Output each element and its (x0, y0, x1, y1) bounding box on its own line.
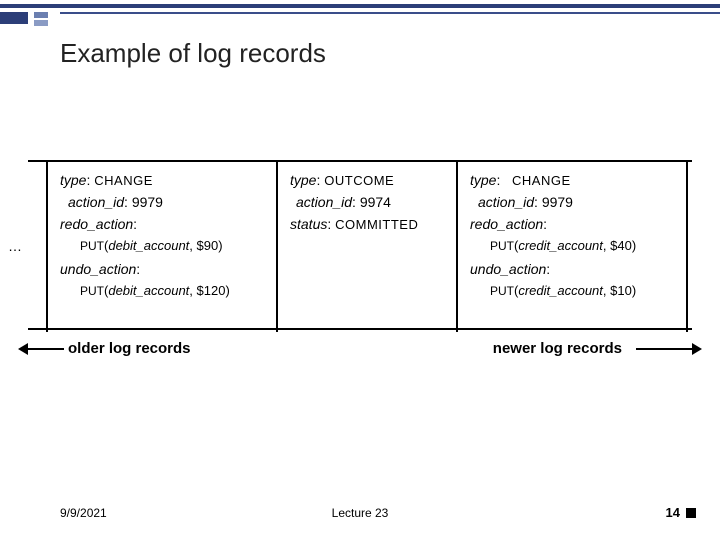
op: PUT (80, 239, 104, 253)
value: CHANGE (94, 173, 153, 188)
accent-bar-block1 (0, 12, 28, 24)
arrow-left-icon (28, 348, 64, 350)
label: redo_action (470, 216, 543, 232)
field-type: type: CHANGE (60, 172, 268, 188)
arg2: $10 (610, 283, 632, 298)
log-record: type: CHANGE action_id: 9979 redo_action… (46, 162, 276, 332)
log-records-row: type: CHANGE action_id: 9979 redo_action… (28, 160, 692, 330)
field-undo: undo_action: (470, 261, 678, 277)
value: 9979 (542, 194, 573, 210)
arg1: credit_account (518, 238, 603, 253)
arg1: credit_account (518, 283, 603, 298)
label: action_id (478, 194, 534, 210)
arrow-right-icon (636, 348, 692, 350)
field-action-id: action_id: 9979 (478, 194, 678, 210)
slide-title: Example of log records (60, 38, 326, 69)
ellipsis: … (8, 238, 24, 254)
undo-call: PUT(credit_account, $10) (490, 283, 678, 298)
arg2: $90 (197, 238, 219, 253)
label: type (470, 172, 496, 188)
log-record: type: OUTCOME action_id: 9974 status: CO… (276, 162, 456, 332)
accent-bar-block2a (34, 12, 48, 18)
footer-square-icon (686, 508, 696, 518)
footer-page: 14 (666, 505, 680, 520)
field-action-id: action_id: 9974 (296, 194, 448, 210)
arg1: debit_account (108, 238, 189, 253)
field-action-id: action_id: 9979 (68, 194, 268, 210)
arg2: $40 (610, 238, 632, 253)
redo-call: PUT(debit_account, $90) (80, 238, 268, 253)
accent-bar-main (0, 4, 720, 8)
field-redo: redo_action: (60, 216, 268, 232)
accent-bar-thin (60, 12, 720, 14)
newer-label: newer log records (493, 340, 622, 357)
field-undo: undo_action: (60, 261, 268, 277)
label: status (290, 216, 327, 232)
log-record: type: CHANGE action_id: 9979 redo_action… (456, 162, 688, 332)
older-label: older log records (68, 340, 191, 357)
value: CHANGE (512, 173, 571, 188)
direction-arrows: older log records newer log records (28, 340, 692, 370)
field-type: type: OUTCOME (290, 172, 448, 188)
value: OUTCOME (324, 173, 394, 188)
accent-bar-block2b (34, 20, 48, 26)
field-type: type: CHANGE (470, 172, 678, 188)
undo-call: PUT(debit_account, $120) (80, 283, 268, 298)
label: redo_action (60, 216, 133, 232)
label: type (60, 172, 86, 188)
op: PUT (80, 284, 104, 298)
op: PUT (490, 284, 514, 298)
field-status: status: COMMITTED (290, 216, 448, 232)
label: undo_action (470, 261, 546, 277)
label: action_id (296, 194, 352, 210)
value: 9979 (132, 194, 163, 210)
label: undo_action (60, 261, 136, 277)
log-records-diagram: … type: CHANGE action_id: 9979 redo_acti… (28, 160, 692, 330)
value: COMMITTED (335, 217, 418, 232)
redo-call: PUT(credit_account, $40) (490, 238, 678, 253)
field-redo: redo_action: (470, 216, 678, 232)
label: type (290, 172, 316, 188)
value: 9974 (360, 194, 391, 210)
slide: Example of log records … type: CHANGE ac… (0, 0, 720, 540)
footer-center: Lecture 23 (0, 506, 720, 520)
op: PUT (490, 239, 514, 253)
label: action_id (68, 194, 124, 210)
arg1: debit_account (108, 283, 189, 298)
arg2: $120 (197, 283, 226, 298)
